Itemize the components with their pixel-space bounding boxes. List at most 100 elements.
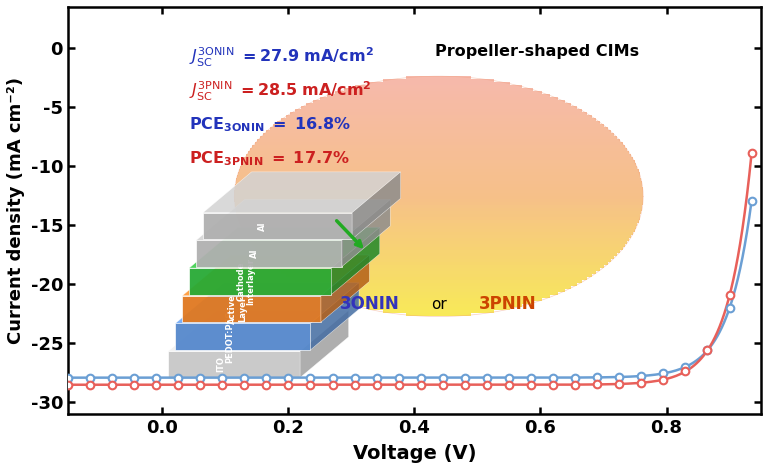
Bar — [281, 118, 596, 121]
Bar — [286, 274, 592, 277]
Polygon shape — [182, 255, 369, 296]
Bar — [270, 127, 607, 130]
Polygon shape — [175, 282, 359, 323]
Text: ITO: ITO — [217, 356, 226, 372]
Bar — [247, 235, 631, 238]
Bar — [300, 283, 577, 286]
Bar — [244, 232, 633, 235]
Bar — [248, 151, 629, 154]
Bar — [260, 253, 617, 257]
Polygon shape — [196, 200, 390, 240]
Bar — [239, 169, 638, 172]
Bar — [270, 262, 607, 266]
Bar — [243, 229, 634, 232]
Bar — [234, 193, 643, 196]
Bar — [313, 100, 564, 103]
Polygon shape — [196, 240, 342, 267]
Bar — [240, 166, 637, 169]
Bar — [234, 190, 643, 193]
Polygon shape — [352, 172, 401, 239]
Polygon shape — [310, 282, 359, 350]
Bar — [248, 238, 629, 242]
Polygon shape — [321, 255, 369, 322]
Bar — [239, 220, 638, 223]
Bar — [406, 76, 471, 79]
Bar — [241, 163, 636, 166]
Polygon shape — [331, 227, 380, 295]
Bar — [263, 257, 614, 259]
Bar — [253, 145, 625, 148]
Bar — [237, 214, 641, 217]
Bar — [383, 311, 494, 313]
Text: or: or — [431, 297, 447, 312]
Polygon shape — [182, 296, 321, 322]
Bar — [406, 313, 471, 316]
Bar — [266, 130, 611, 133]
Bar — [257, 139, 620, 142]
Bar — [244, 157, 633, 160]
Bar — [290, 112, 588, 115]
Bar — [255, 247, 623, 251]
Text: Propeller-shaped CIMs: Propeller-shaped CIMs — [435, 44, 640, 59]
Bar — [273, 124, 604, 127]
Text: Cathode
Interlayer: Cathode Interlayer — [237, 258, 256, 305]
Bar — [355, 305, 522, 307]
Bar — [313, 290, 564, 292]
Bar — [235, 188, 643, 190]
Bar — [327, 94, 551, 97]
Bar — [235, 205, 642, 208]
Bar — [263, 133, 614, 136]
Text: $\mathit{J}_\mathrm{SC}^\mathrm{3PNIN}$ $\mathbf{= 28.5\ mA/cm^2}$: $\mathit{J}_\mathrm{SC}^\mathrm{3PNIN}$ … — [189, 80, 372, 103]
Polygon shape — [203, 212, 352, 239]
Bar — [273, 266, 604, 268]
Bar — [238, 172, 640, 175]
Bar — [319, 292, 558, 296]
Bar — [234, 199, 643, 203]
Text: $\mathbf{PCE_{3ONIN}\ =\ 16.8\%}$: $\mathbf{PCE_{3ONIN}\ =\ 16.8\%}$ — [189, 115, 351, 133]
Bar — [257, 251, 620, 253]
Bar — [238, 217, 640, 220]
Bar — [235, 184, 642, 188]
Bar — [295, 109, 582, 112]
Bar — [383, 79, 494, 82]
Text: Al: Al — [258, 221, 267, 231]
Polygon shape — [175, 323, 310, 350]
Bar — [290, 277, 588, 281]
Bar — [306, 286, 571, 290]
Polygon shape — [189, 268, 331, 295]
Bar — [235, 203, 643, 205]
Bar — [243, 160, 634, 163]
Bar — [253, 244, 625, 247]
Bar — [336, 91, 542, 94]
Bar — [336, 298, 542, 301]
Bar — [236, 181, 642, 184]
X-axis label: Voltage (V): Voltage (V) — [353, 444, 476, 463]
Bar — [250, 148, 627, 151]
Bar — [319, 97, 558, 100]
Bar — [281, 272, 596, 274]
Bar — [247, 154, 631, 157]
Y-axis label: Current density (mA cm⁻²): Current density (mA cm⁻²) — [7, 77, 25, 344]
Bar — [250, 242, 627, 244]
Bar — [368, 307, 510, 311]
Bar — [300, 106, 577, 109]
Bar — [241, 227, 636, 229]
Bar — [306, 103, 571, 106]
Bar — [327, 296, 551, 298]
Bar — [255, 142, 623, 145]
Bar — [345, 88, 533, 91]
Text: Al: Al — [250, 249, 259, 259]
Polygon shape — [168, 310, 349, 351]
Bar — [277, 268, 601, 272]
Bar — [240, 223, 637, 227]
Bar — [286, 115, 592, 118]
Text: PEDOT:PSS: PEDOT:PSS — [225, 311, 234, 363]
Text: $\mathit{J}_\mathrm{SC}^\mathrm{3ONIN}$ $\mathbf{= 27.9\ mA/cm^2}$: $\mathit{J}_\mathrm{SC}^\mathrm{3ONIN}$ … — [189, 46, 374, 69]
Bar — [237, 175, 641, 178]
Bar — [236, 208, 642, 212]
Polygon shape — [168, 351, 300, 377]
Bar — [277, 121, 601, 124]
Polygon shape — [342, 200, 390, 267]
Text: $\mathbf{PCE_{3PNIN}\ =\ 17.7\%}$: $\mathbf{PCE_{3PNIN}\ =\ 17.7\%}$ — [189, 149, 350, 168]
Bar — [295, 281, 582, 283]
